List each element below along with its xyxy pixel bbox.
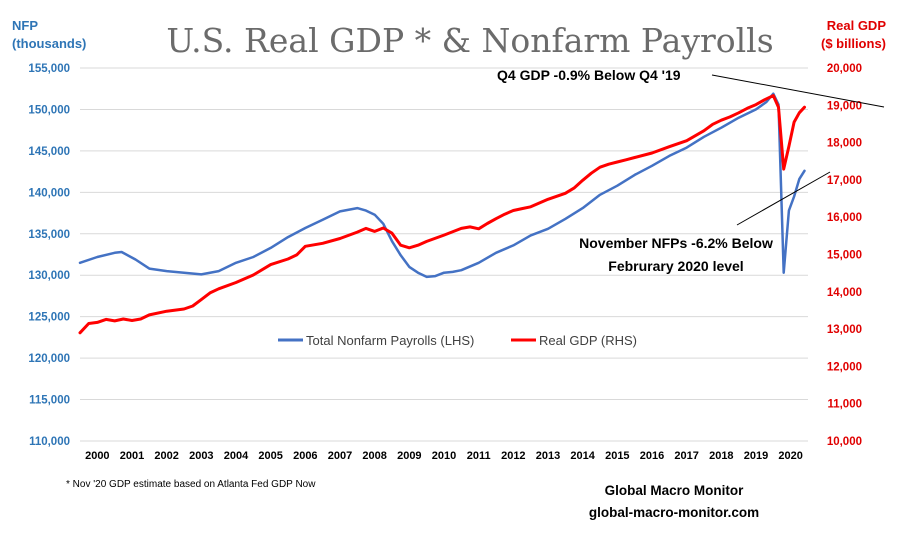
left-tick-label: 145,000 [28, 146, 70, 158]
right-axis-unit: ($ billions) [821, 36, 886, 51]
left-tick-label: 135,000 [28, 229, 70, 241]
x-tick-label: 2003 [189, 450, 213, 462]
x-tick-label: 2005 [258, 450, 282, 462]
right-tick-label: 16,000 [827, 212, 862, 224]
x-tick-label: 2017 [674, 450, 698, 462]
left-tick-label: 110,000 [29, 436, 70, 448]
x-tick-label: 2007 [328, 450, 352, 462]
x-tick-label: 2009 [397, 450, 421, 462]
right-tick-label: 18,000 [827, 138, 862, 150]
right-tick-label: 11,000 [827, 399, 862, 411]
x-tick-label: 2004 [224, 450, 249, 462]
left-tick-label: 150,000 [28, 104, 70, 116]
x-tick-label: 2019 [744, 450, 768, 462]
series-lines [78, 92, 806, 335]
right-tick-label: 15,000 [827, 250, 862, 262]
right-tick-label: 14,000 [827, 287, 862, 299]
right-tick-label: 19,000 [827, 100, 862, 112]
left-axis-label: NFP [12, 18, 38, 33]
left-tick-label: 125,000 [28, 312, 70, 324]
nfp-annotation-line2: Februrary 2020 level [608, 258, 743, 274]
gridlines [80, 67, 808, 442]
x-tick-label: 2013 [536, 450, 560, 462]
x-tick-label: 2001 [120, 450, 144, 462]
left-tick-label: 120,000 [28, 353, 70, 365]
x-tick-label: 2012 [501, 450, 525, 462]
left-tick-label: 155,000 [28, 63, 70, 75]
x-tick-label: 2020 [778, 450, 802, 462]
gdp-series-line [78, 94, 806, 335]
right-tick-label: 12,000 [827, 361, 862, 373]
x-tick-label: 2016 [640, 450, 664, 462]
chart-title: U.S. Real GDP * & Nonfarm Payrolls [166, 21, 773, 60]
left-tick-label: 115,000 [29, 395, 70, 407]
right-tick-label: 17,000 [827, 175, 862, 187]
right-tick-label: 20,000 [827, 63, 862, 75]
left-axis-unit: (thousands) [12, 36, 86, 51]
legend-label-nfp: Total Nonfarm Payrolls (LHS) [306, 333, 474, 348]
nfp-annotation-line1: November NFPs -6.2% Below [579, 235, 773, 251]
nfp-series-line [78, 92, 806, 279]
x-tick-label: 2006 [293, 450, 317, 462]
left-tick-label: 140,000 [28, 187, 70, 199]
gdp-annotation: Q4 GDP -0.9% Below Q4 '19 [497, 67, 681, 83]
right-tick-label: 13,000 [827, 324, 862, 336]
x-tick-label: 2014 [570, 450, 595, 462]
x-tick-label: 2011 [467, 450, 491, 462]
x-tick-label: 2000 [85, 450, 109, 462]
right-axis-ticks: 10,000 11,000 12,000 13,000 14,000 15,000 16,0… [827, 63, 862, 448]
x-axis-ticks: 2000 2001 2002 2003 2004 2005 2006 2007 2008 2009… [85, 450, 803, 462]
legend: Total Nonfarm Payrolls (LHS) Real GDP (R… [278, 333, 637, 348]
x-tick-label: 2015 [605, 450, 629, 462]
nfp-note-leader [736, 171, 831, 226]
x-tick-label: 2002 [154, 450, 178, 462]
footnote: * Nov '20 GDP estimate based on Atlanta … [66, 479, 316, 490]
brand-name: Global Macro Monitor [605, 483, 744, 498]
right-tick-label: 10,000 [827, 436, 862, 448]
brand-url: global-macro-monitor.com [589, 505, 759, 520]
right-axis-label: Real GDP [827, 18, 887, 33]
x-tick-label: 2010 [432, 450, 456, 462]
gdp-note-leader [711, 74, 885, 108]
x-tick-label: 2018 [709, 450, 733, 462]
x-tick-label: 2008 [362, 450, 386, 462]
legend-label-gdp: Real GDP (RHS) [539, 333, 637, 348]
left-tick-label: 130,000 [28, 270, 70, 282]
left-axis-ticks: 110,000 115,000 120,000 125,000 130,000 135,0… [28, 63, 70, 448]
